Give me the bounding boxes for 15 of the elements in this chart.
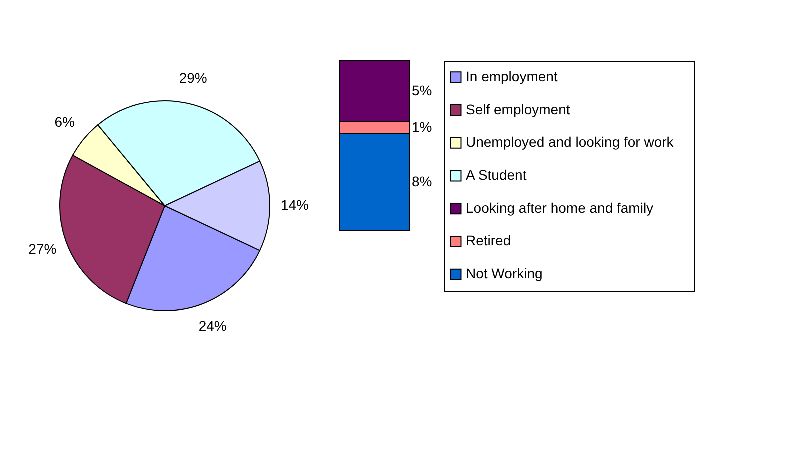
legend-label: Not Working <box>466 266 543 282</box>
legend-label: Unemployed and looking for work <box>466 134 675 150</box>
legend-label: Self employment <box>466 101 570 118</box>
data-label: 6% <box>54 114 75 130</box>
data-label: 27% <box>28 241 57 258</box>
legend-label: Looking after home and family <box>466 200 654 216</box>
data-label: 24% <box>198 318 227 334</box>
data-label: 8% <box>412 173 432 190</box>
data-label: 5% <box>412 82 432 98</box>
legend-label: A Student <box>466 167 527 183</box>
data-label: 14% <box>280 197 310 213</box>
data-label: 1% <box>412 118 432 135</box>
data-label: 29% <box>179 70 208 86</box>
legend-label: Retired <box>466 232 512 249</box>
legend-label: In employment <box>466 68 558 84</box>
